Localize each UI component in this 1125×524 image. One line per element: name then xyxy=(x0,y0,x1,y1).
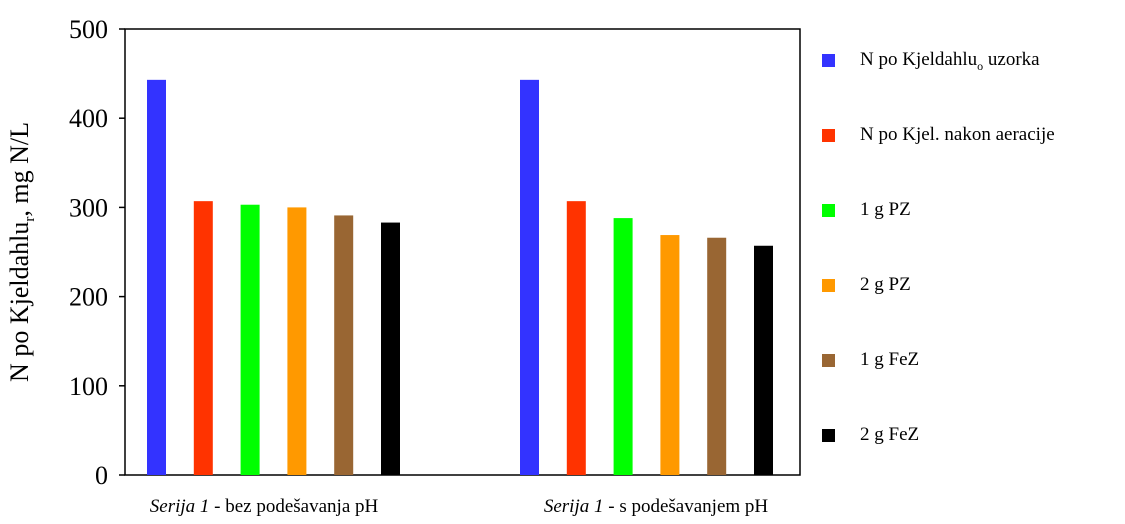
y-tick-label: 200 xyxy=(69,283,108,312)
bar-series6-group1 xyxy=(381,222,400,475)
plot-area xyxy=(124,28,801,476)
bar-series2-group1 xyxy=(193,201,213,475)
legend-swatch xyxy=(822,429,835,442)
y-tick-label: 0 xyxy=(95,461,108,490)
y-axis: 0 100 200 300 400 500 xyxy=(69,15,125,490)
legend-label: 1 g PZ xyxy=(860,199,911,220)
legend-label: N po Kjeldahluo uzorka xyxy=(860,49,1040,73)
legend-swatch xyxy=(822,354,835,367)
bar-series xyxy=(147,79,773,476)
bar-series1-group1 xyxy=(147,79,166,476)
legend-swatch xyxy=(822,279,835,292)
bar-series2-group2 xyxy=(566,201,586,475)
legend-swatch xyxy=(822,204,835,217)
x-category-label-2: Serija 1 - s podešavanjem pH xyxy=(543,496,769,517)
y-axis-label: N po Kjeldahlur, mg N/L xyxy=(4,122,39,382)
legend-label: N po Kjel. nakon aeracije xyxy=(860,124,1055,145)
bar-series6-group2 xyxy=(754,245,773,475)
bar-series3-group1 xyxy=(240,204,260,475)
y-tick-label: 100 xyxy=(69,372,108,401)
bar-series1-group2 xyxy=(520,79,539,476)
y-tick-label: 300 xyxy=(69,193,108,222)
legend-swatch xyxy=(822,129,835,142)
legend-label: 2 g PZ xyxy=(860,274,911,295)
bar-series4-group2 xyxy=(660,235,680,475)
y-tick-label: 500 xyxy=(69,15,108,44)
bar-series4-group1 xyxy=(287,207,307,475)
legend-swatch xyxy=(822,54,835,67)
legend-label: 2 g FeZ xyxy=(860,424,920,445)
bar-series5-group1 xyxy=(334,215,354,476)
bar-series5-group2 xyxy=(707,237,727,475)
legend-label: 1 g FeZ xyxy=(860,349,920,370)
y-tick-label: 400 xyxy=(69,104,108,133)
x-category-label-1: Serija 1 - bez podešavanja pH xyxy=(149,496,379,517)
bar-series3-group2 xyxy=(613,218,633,475)
